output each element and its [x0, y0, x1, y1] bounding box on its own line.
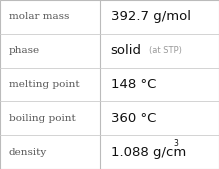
Text: (at STP): (at STP): [149, 46, 182, 55]
Text: density: density: [9, 148, 47, 157]
Text: solid: solid: [111, 44, 142, 57]
Text: molar mass: molar mass: [9, 12, 69, 21]
Text: 148 °C: 148 °C: [111, 78, 156, 91]
Text: 1.088 g/cm: 1.088 g/cm: [111, 146, 186, 159]
Text: 360 °C: 360 °C: [111, 112, 156, 125]
Text: 3: 3: [173, 139, 178, 148]
Text: phase: phase: [9, 46, 40, 55]
Text: 392.7 g/mol: 392.7 g/mol: [111, 10, 191, 23]
Text: melting point: melting point: [9, 80, 79, 89]
Text: boiling point: boiling point: [9, 114, 76, 123]
